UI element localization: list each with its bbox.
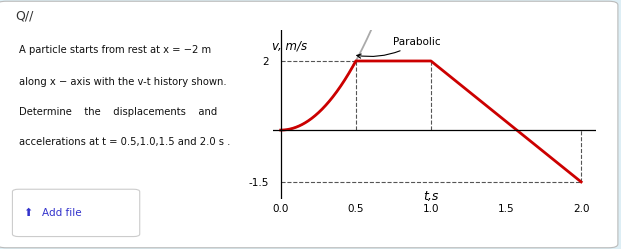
- Text: Determine    the    displacements    and: Determine the displacements and: [19, 107, 217, 117]
- Text: A particle starts from rest at x = −2 m: A particle starts from rest at x = −2 m: [19, 45, 211, 55]
- FancyBboxPatch shape: [12, 189, 140, 237]
- Text: ⬆: ⬆: [24, 208, 33, 218]
- Text: Add file: Add file: [42, 208, 82, 218]
- Text: t,s: t,s: [424, 189, 438, 202]
- Text: along x − axis with the v-t history shown.: along x − axis with the v-t history show…: [19, 77, 226, 87]
- Text: Parabolic: Parabolic: [357, 37, 441, 58]
- Text: v, m/s: v, m/s: [272, 40, 307, 53]
- Text: accelerations at t = 0.5,1.0,1.5 and 2.0 s .: accelerations at t = 0.5,1.0,1.5 and 2.0…: [19, 137, 230, 147]
- Text: Q//: Q//: [16, 10, 34, 23]
